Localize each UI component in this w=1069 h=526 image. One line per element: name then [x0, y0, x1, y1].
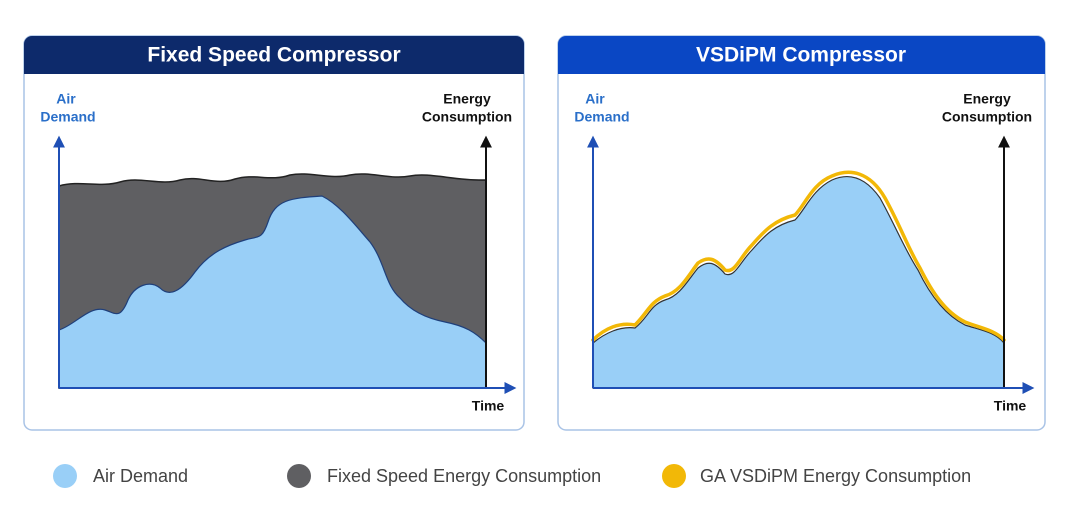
legend-label: Fixed Speed Energy Consumption: [327, 466, 601, 486]
air-demand-area: [58, 195, 487, 389]
panel-vsd: VSDiPM Compressor Air Demand Energy Cons…: [557, 35, 1046, 431]
y-label: Air: [585, 91, 605, 107]
x-label: Time: [994, 398, 1027, 414]
panel-title: VSDiPM Compressor: [696, 44, 906, 67]
panel-header: [558, 36, 1045, 74]
legend-swatch: [662, 464, 686, 488]
y-label: Demand: [574, 109, 629, 125]
legend-label: Air Demand: [93, 466, 188, 486]
y2-label: Energy: [963, 91, 1011, 107]
legend-label: GA VSDiPM Energy Consumption: [700, 466, 971, 486]
air-demand-area: [592, 176, 1005, 389]
legend: Air Demand Fixed Speed Energy Consumptio…: [53, 464, 971, 488]
panel-header: [24, 36, 524, 74]
y-label: Demand: [40, 109, 95, 125]
y2-label: Consumption: [942, 109, 1032, 125]
x-label: Time: [472, 398, 505, 414]
vsd-energy-line: [591, 170, 1006, 342]
y2-label: Energy: [443, 91, 491, 107]
legend-swatch: [53, 464, 77, 488]
legend-swatch: [287, 464, 311, 488]
panel-fixed: Fixed Speed Compressor Air Demand Energy…: [23, 35, 525, 431]
y-label: Air: [56, 91, 76, 107]
y2-label: Consumption: [422, 109, 512, 125]
panel-title: Fixed Speed Compressor: [147, 44, 400, 67]
